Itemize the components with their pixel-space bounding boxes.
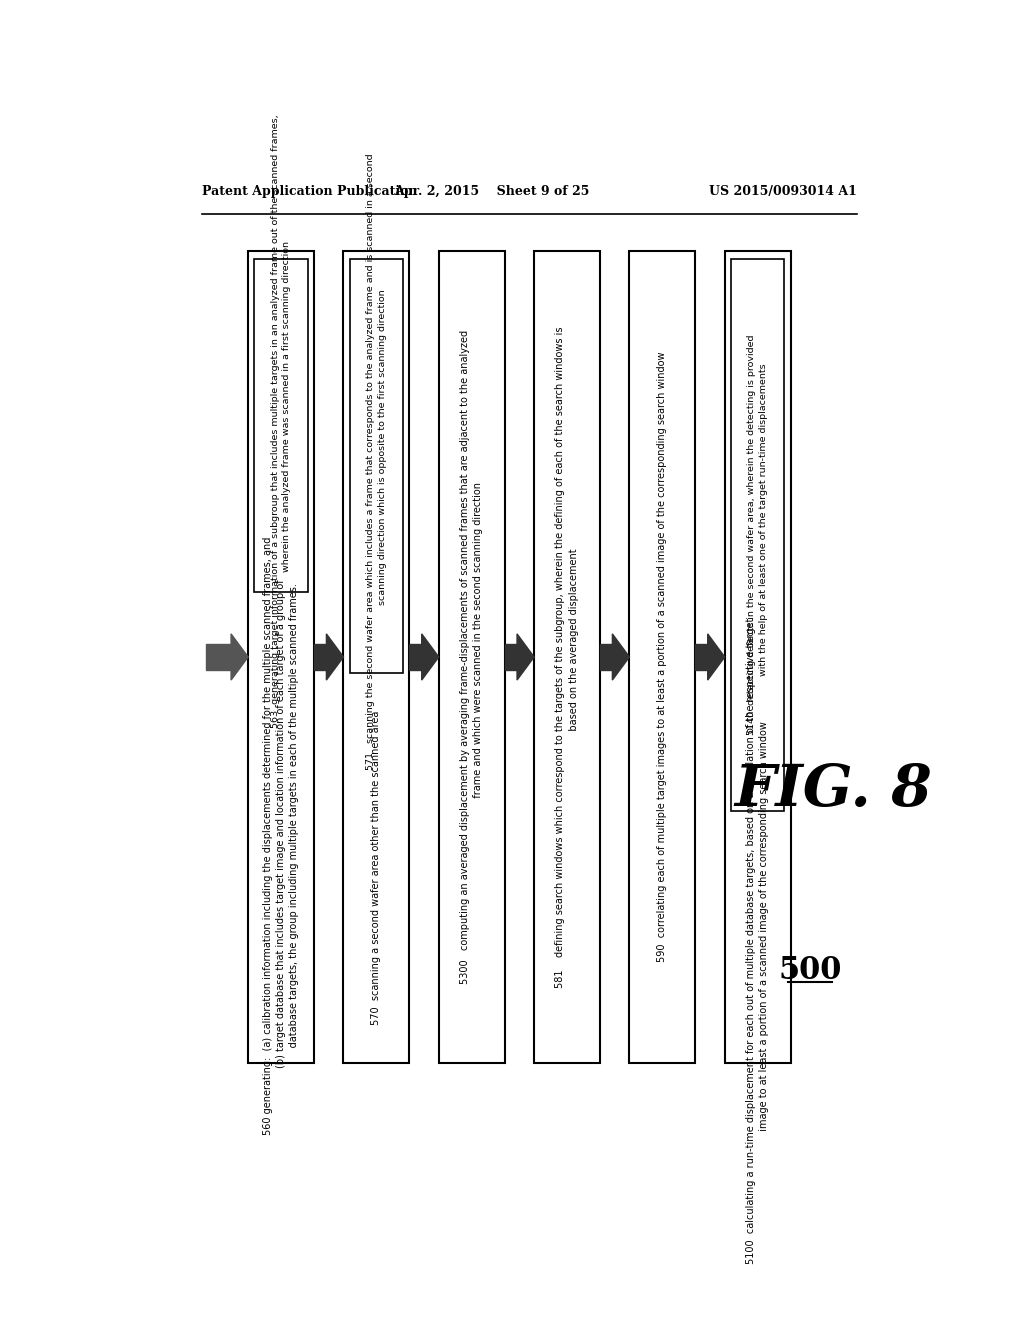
Text: FIG. 8: FIG. 8 xyxy=(734,762,932,818)
Polygon shape xyxy=(422,634,438,680)
Polygon shape xyxy=(612,634,630,680)
Text: 563  generating target information of a subgroup that includes multiple targets : 563 generating target information of a s… xyxy=(270,115,292,729)
Polygon shape xyxy=(327,634,343,680)
Bar xyxy=(410,644,422,671)
Bar xyxy=(248,251,314,1063)
Bar xyxy=(725,251,791,1063)
Text: 5100  calculating a run-time displacement for each out of multiple database targ: 5100 calculating a run-time displacement… xyxy=(746,618,769,1265)
Text: 5140  detecting defects in the second wafer area, wherein the detecting is provi: 5140 detecting defects in the second waf… xyxy=(748,335,768,735)
Bar xyxy=(206,644,231,671)
Polygon shape xyxy=(231,634,248,680)
Text: 560 generating:  (a) calibration information including the displacements determi: 560 generating: (a) calibration informat… xyxy=(263,536,299,1135)
Bar xyxy=(505,644,517,671)
Bar xyxy=(254,259,308,591)
Text: US 2015/0093014 A1: US 2015/0093014 A1 xyxy=(709,185,856,198)
Bar xyxy=(600,644,612,671)
Text: 500: 500 xyxy=(778,956,842,986)
Bar xyxy=(343,251,410,1063)
Bar xyxy=(731,259,784,812)
Polygon shape xyxy=(517,634,535,680)
Text: 570  scanning a second wafer area other than the scanned area: 570 scanning a second wafer area other t… xyxy=(372,711,381,1026)
Bar xyxy=(349,259,403,673)
Text: 5300   computing an averaged displacement by averaging frame-displacements of sc: 5300 computing an averaged displacement … xyxy=(460,330,483,983)
Bar xyxy=(438,251,505,1063)
Text: Apr. 2, 2015    Sheet 9 of 25: Apr. 2, 2015 Sheet 9 of 25 xyxy=(394,185,590,198)
Bar xyxy=(695,644,708,671)
Bar xyxy=(630,251,695,1063)
Bar xyxy=(314,644,327,671)
Text: Patent Application Publication: Patent Application Publication xyxy=(202,185,417,198)
Text: 571   scanning the second wafer area which includes a frame that corresponds to : 571 scanning the second wafer area which… xyxy=(366,153,387,771)
Polygon shape xyxy=(708,634,725,680)
Text: 590  correlating each of multiple target images to at least a portion of a scann: 590 correlating each of multiple target … xyxy=(657,351,668,962)
Bar xyxy=(535,251,600,1063)
Text: 581    defining search windows which correspond to the targets of the subgroup, : 581 defining search windows which corres… xyxy=(555,326,579,987)
